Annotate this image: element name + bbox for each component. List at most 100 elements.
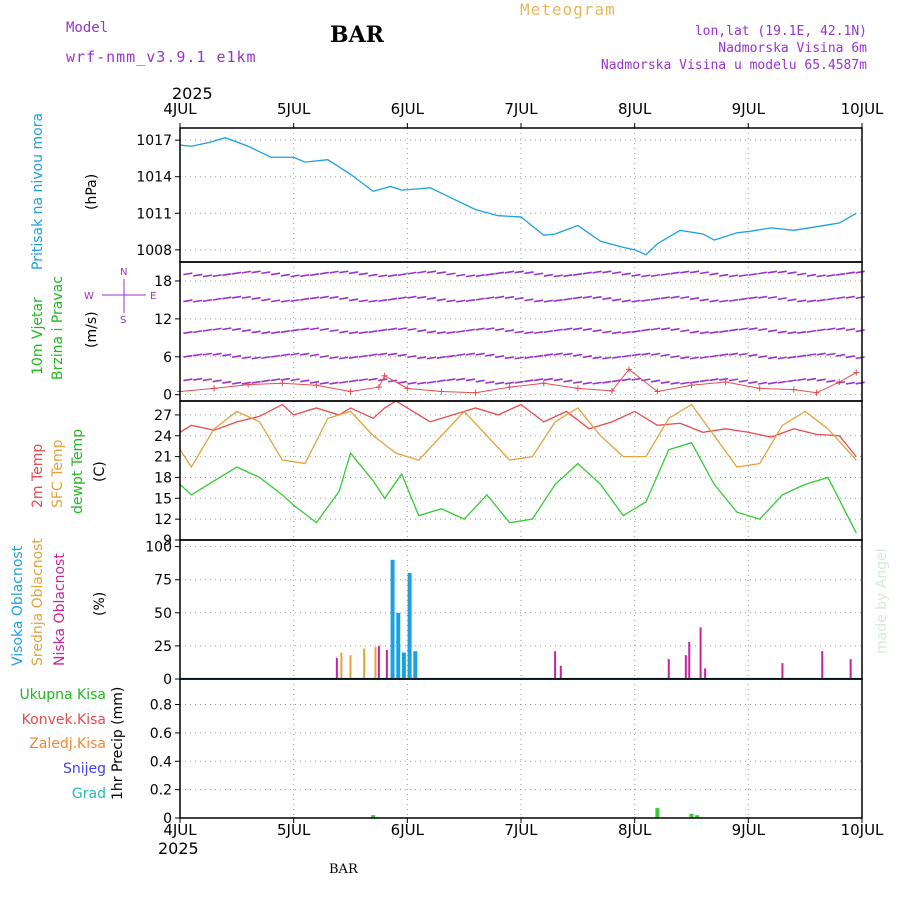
wind-barb [241, 295, 251, 299]
wind-barb [446, 330, 456, 335]
wind-barb [787, 355, 797, 359]
wind-barb [426, 270, 437, 274]
wind-barb [368, 353, 378, 357]
compass-w: W [84, 291, 94, 302]
wind-barb [758, 381, 768, 385]
wind-barb [826, 297, 836, 301]
wind-barb [534, 354, 544, 358]
wind-barb [767, 356, 778, 360]
wind-barb [534, 330, 544, 335]
wind-barb [670, 295, 680, 299]
x-tick-label-top: 5JUL [277, 100, 311, 118]
low-cloud-bar [335, 657, 338, 678]
wind-barb [787, 331, 797, 335]
wind-barb [417, 329, 427, 333]
wind-barb [563, 379, 573, 383]
wind-barb [719, 273, 729, 277]
legend-convective-rain: Konvek.Kisa [21, 712, 106, 728]
wind-barb [319, 381, 329, 385]
wind-barb [689, 297, 700, 301]
wind-barb [280, 353, 290, 357]
wind-barb [748, 380, 758, 384]
wind-barb [485, 272, 495, 276]
wind-barb [280, 330, 290, 334]
wind-barb [183, 354, 193, 358]
wind-barb [592, 270, 602, 274]
wind-barb [709, 330, 719, 335]
wind-barb [407, 327, 417, 331]
wind-barb [261, 271, 271, 275]
wind-barb [572, 327, 583, 331]
wind-barb [650, 273, 661, 278]
cloud-y-tick-label: 0 [163, 672, 172, 688]
legend-total-rain: Ukupna Kisa [19, 687, 106, 703]
wind-barb [241, 381, 251, 385]
wind-barb [806, 353, 817, 357]
wind-barb [329, 295, 339, 299]
wind-barb [309, 296, 320, 300]
wind-barb [212, 352, 222, 356]
temp-y-tick-label: 12 [154, 512, 172, 528]
wind-barb [397, 353, 407, 357]
precip-bar [689, 813, 694, 818]
wind-barb [534, 272, 544, 276]
wind-barb [300, 352, 310, 356]
pressure-line [179, 137, 857, 256]
wind-barb [251, 296, 261, 300]
low-cloud-bar [849, 659, 852, 678]
wind-barb [475, 327, 485, 331]
wind-barb [728, 298, 739, 302]
wind-barb [212, 327, 222, 331]
wind-barb [231, 354, 242, 358]
wind-y-tick-label: 0 [163, 388, 172, 404]
low-cloud-bar [667, 659, 670, 678]
wind-barb [193, 330, 203, 334]
wind-barb [465, 298, 476, 302]
wind-barb [495, 381, 505, 385]
wind-barb [602, 356, 612, 360]
wind-barb [368, 273, 378, 277]
wind-y-tick-label: 6 [163, 350, 172, 366]
wind-barb [621, 299, 631, 303]
wind-barb [485, 380, 495, 384]
wind-barb [329, 356, 339, 360]
wind-barb [699, 379, 709, 383]
wind-barb [319, 295, 329, 299]
wind-barb [270, 354, 281, 358]
x-tick-label-top: 10JUL [841, 100, 884, 118]
wind-barb [504, 270, 515, 274]
wind-barb [280, 299, 290, 303]
precip-y-tick-label: 0.6 [150, 726, 172, 742]
wind-barb [553, 328, 563, 332]
wind-barb [504, 329, 515, 333]
low-cloud-bar [704, 668, 707, 678]
wind-barb [797, 272, 807, 276]
wind-barb [650, 327, 661, 331]
wind-barb [407, 354, 417, 359]
wind-barb [339, 356, 349, 360]
wind-barb [797, 354, 807, 358]
wind-barb [475, 352, 485, 356]
wind-barb [436, 379, 446, 383]
wind-barb [543, 353, 554, 357]
precip-y-tick-label: 0.4 [150, 754, 172, 770]
wind-barb [719, 299, 729, 303]
wind-barb [456, 299, 466, 303]
wind-barb [378, 352, 388, 356]
wind-barb [602, 296, 612, 301]
wind-barb [514, 270, 524, 274]
wind-barb [767, 295, 778, 300]
wind-barb [378, 298, 388, 302]
wind-barb [758, 271, 768, 275]
low-cloud-bar [385, 649, 388, 678]
model-elevation-text: Nadmorska Visina u modelu 65.4587m [600, 58, 867, 73]
wind-barb [290, 328, 300, 332]
wind-barb [465, 352, 476, 356]
footer-station: BAR [329, 862, 358, 877]
wind-barb [514, 296, 524, 301]
wind-barb [407, 271, 417, 275]
wind-barb [514, 356, 524, 360]
wind-barb [621, 330, 631, 335]
wind-barb [787, 298, 797, 302]
wind-barb [495, 327, 505, 331]
